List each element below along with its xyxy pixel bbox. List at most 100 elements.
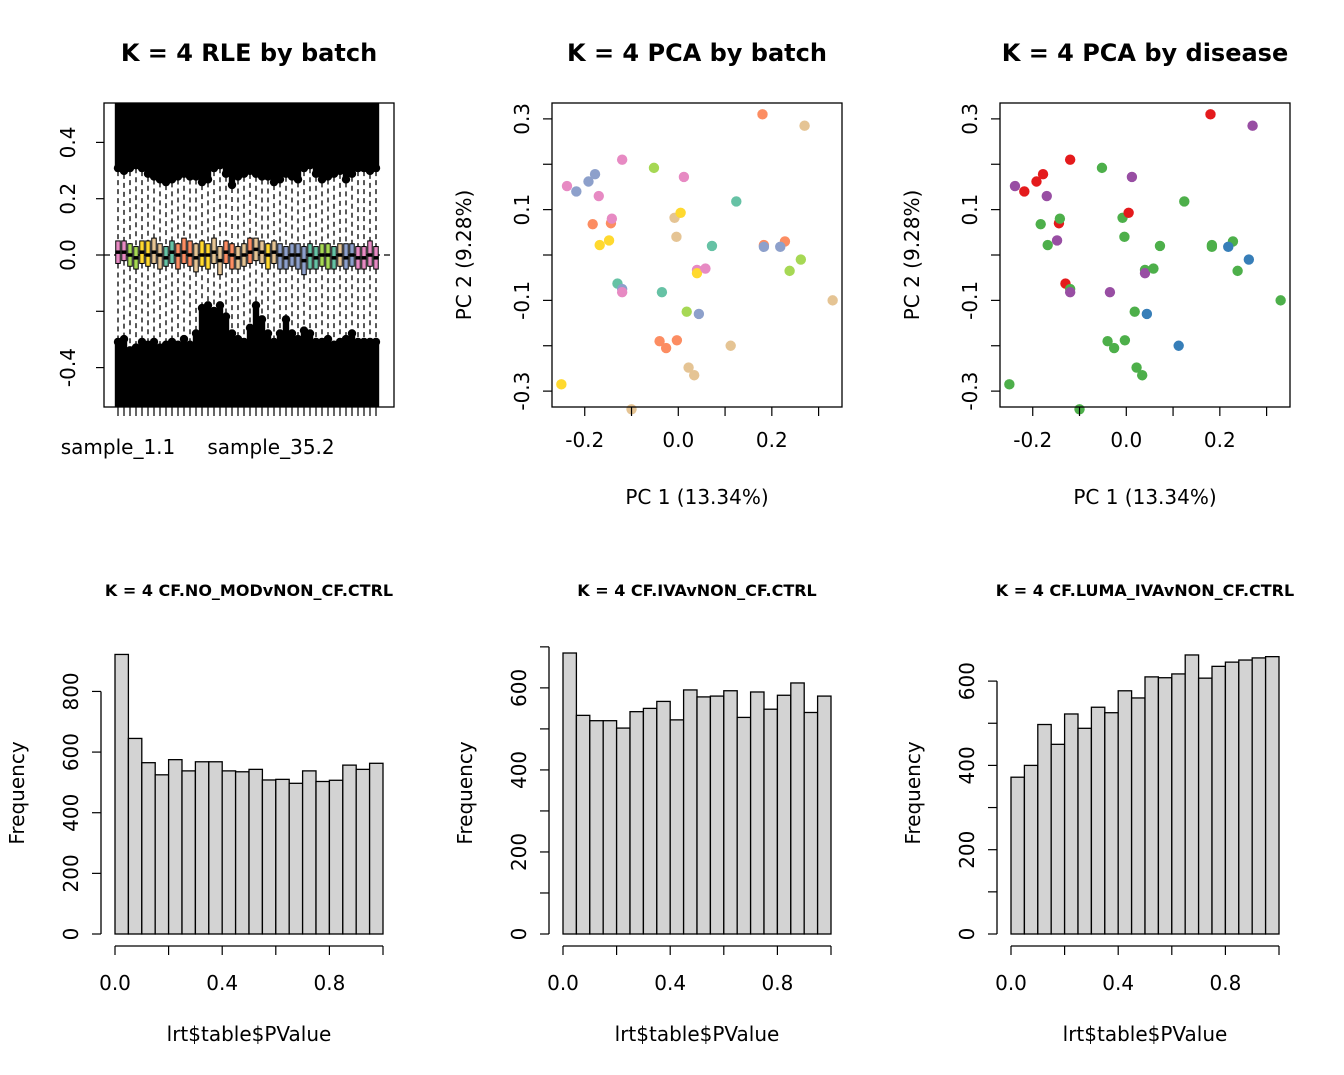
hist1-bar	[114, 653, 130, 935]
rle-outliers-lower	[192, 333, 200, 407]
rle-outlier-point	[275, 175, 285, 184]
rle-outliers-upper	[246, 103, 254, 171]
rle-outlier-point	[185, 340, 195, 349]
pca-batch-point	[583, 176, 594, 187]
pca-disease-title: K = 4 PCA by disease	[1002, 39, 1289, 67]
pca-batch-ylabel: PC 2 (9.28%)	[452, 190, 476, 321]
hist3-xlabel: lrt$table$PValue	[1063, 1022, 1228, 1046]
pca-batch-title: K = 4 PCA by batch	[567, 39, 827, 67]
rle-outliers-lower	[222, 316, 230, 407]
rle-outlier-point	[179, 334, 189, 344]
rle-outliers-upper	[276, 103, 284, 180]
rle-outlier-point	[287, 329, 297, 338]
hist2-bar	[749, 691, 765, 935]
pca-disease-xlabel: PC 1 (13.34%)	[1073, 485, 1216, 509]
rle-ytick-label: 0.4	[56, 127, 80, 159]
hist2-axes: 0.0 0.4 0.8 0 200 400 600	[507, 646, 832, 995]
pca-disease-point	[1232, 265, 1243, 277]
rle-outliers-upper	[318, 103, 326, 180]
rle-outliers-upper	[204, 103, 212, 180]
hist2-xtick-label: 0.0	[547, 971, 579, 995]
hist1-bar	[181, 770, 197, 935]
hist1-axes: 0.0 0.4 0.8 0 200 400 600 800	[59, 672, 384, 995]
rle-outliers-upper	[252, 103, 260, 174]
hist2-xlabel: lrt$table$PValue	[615, 1022, 780, 1046]
rle-outlier-point	[293, 175, 303, 184]
rle-outliers-lower	[114, 341, 122, 407]
rle-outlier-point	[371, 337, 381, 347]
rle-outlier-point	[347, 169, 357, 178]
pca-disease-point	[1119, 335, 1131, 346]
rle-outlier-point	[263, 329, 273, 338]
rle-outlier-point	[221, 312, 231, 321]
rle-plot-frame	[103, 102, 395, 408]
rle-outliers-lower	[258, 319, 266, 407]
pca-disease-point	[1141, 308, 1153, 320]
hist3-bar	[1264, 656, 1280, 935]
pca-disease-point	[1148, 263, 1159, 274]
rle-outlier-point	[221, 169, 231, 178]
rle-outlier-point	[119, 334, 129, 344]
rle-outliers-lower	[372, 341, 380, 407]
rle-outlier-point	[227, 329, 237, 338]
hist2-ytick-label: 200	[507, 833, 531, 871]
pca-disease-point	[1042, 239, 1053, 251]
pca-batch-point	[556, 379, 567, 390]
rle-outliers-upper	[180, 103, 188, 174]
rle-outlier-point	[191, 329, 201, 338]
rle-outliers-lower	[156, 347, 164, 407]
rle-outliers-lower	[282, 319, 290, 407]
hist3-bar	[1010, 776, 1026, 935]
rle-outlier-point	[227, 180, 237, 190]
hist2-panel: K = 4 CF.IVAvNON_CF.CTRL 0.0 0.4 0.8 0 200 40…	[453, 581, 832, 1046]
rle-outliers-upper	[198, 103, 206, 183]
hist3-bar	[1063, 713, 1079, 935]
hist3-bar	[1238, 659, 1253, 935]
rle-outlier-point	[263, 172, 273, 181]
rle-outlier-point	[371, 163, 381, 173]
pca-batch-point	[795, 254, 807, 265]
hist1-bar	[368, 762, 384, 935]
rle-outliers-lower	[234, 339, 242, 407]
rle-outliers-lower	[216, 305, 224, 407]
rle-outliers-upper	[192, 103, 200, 177]
rle-outliers-lower	[342, 339, 350, 407]
rle-outliers-lower	[312, 341, 320, 407]
hist1-bar	[261, 779, 277, 935]
pca-disease-point	[1064, 287, 1076, 298]
rle-outliers-upper	[258, 103, 266, 177]
rle-outliers-upper	[234, 103, 242, 177]
pca-batch-point	[671, 231, 682, 243]
pca-disease-point	[1139, 267, 1151, 279]
rle-outliers-upper	[312, 103, 320, 174]
pca-disease-axes: -0.2 0.0 0.2 -0.3 -0.1 0.1 0.3	[958, 103, 1268, 452]
rle-outlier-point	[335, 166, 345, 176]
hist1-bar	[154, 774, 170, 935]
rle-title: K = 4 RLE by batch	[121, 39, 377, 67]
hist1-xtick-label: 0.8	[313, 971, 345, 995]
pca-disease-point	[1031, 176, 1042, 187]
rle-outlier-point	[323, 334, 333, 344]
hist2-bar	[816, 695, 832, 935]
rle-axes: -0.4 0.0 0.2 0.4	[56, 127, 377, 416]
hist1-xlabel: lrt$table$PValue	[167, 1022, 332, 1046]
pca-batch-point	[603, 235, 615, 246]
rle-outliers-lower	[336, 341, 344, 407]
hist3-bar	[1211, 665, 1227, 935]
rle-outliers-upper	[330, 103, 338, 174]
pca-disease-point	[1179, 196, 1190, 207]
pca-disease-ytick-label: 0.1	[958, 194, 982, 226]
hist1-panel: K = 4 CF.NO_MODvNON_CF.CTRL 0.0 0.4 0.8 0 20…	[5, 581, 393, 1046]
hist3-ytick-label: 400	[955, 746, 979, 784]
hist3-bars	[1010, 654, 1280, 935]
pca-batch-point	[616, 154, 628, 165]
rle-outliers-lower	[240, 341, 248, 407]
rle-outliers-upper	[366, 103, 374, 171]
hist1-bar	[127, 737, 143, 935]
rle-outliers-upper	[360, 103, 368, 169]
rle-outliers-upper	[174, 103, 182, 177]
hist1-ytick-label: 800	[59, 672, 83, 710]
rle-outliers-upper	[162, 103, 170, 183]
rle-outliers-lower	[162, 344, 170, 407]
rle-outlier-point	[203, 175, 213, 184]
